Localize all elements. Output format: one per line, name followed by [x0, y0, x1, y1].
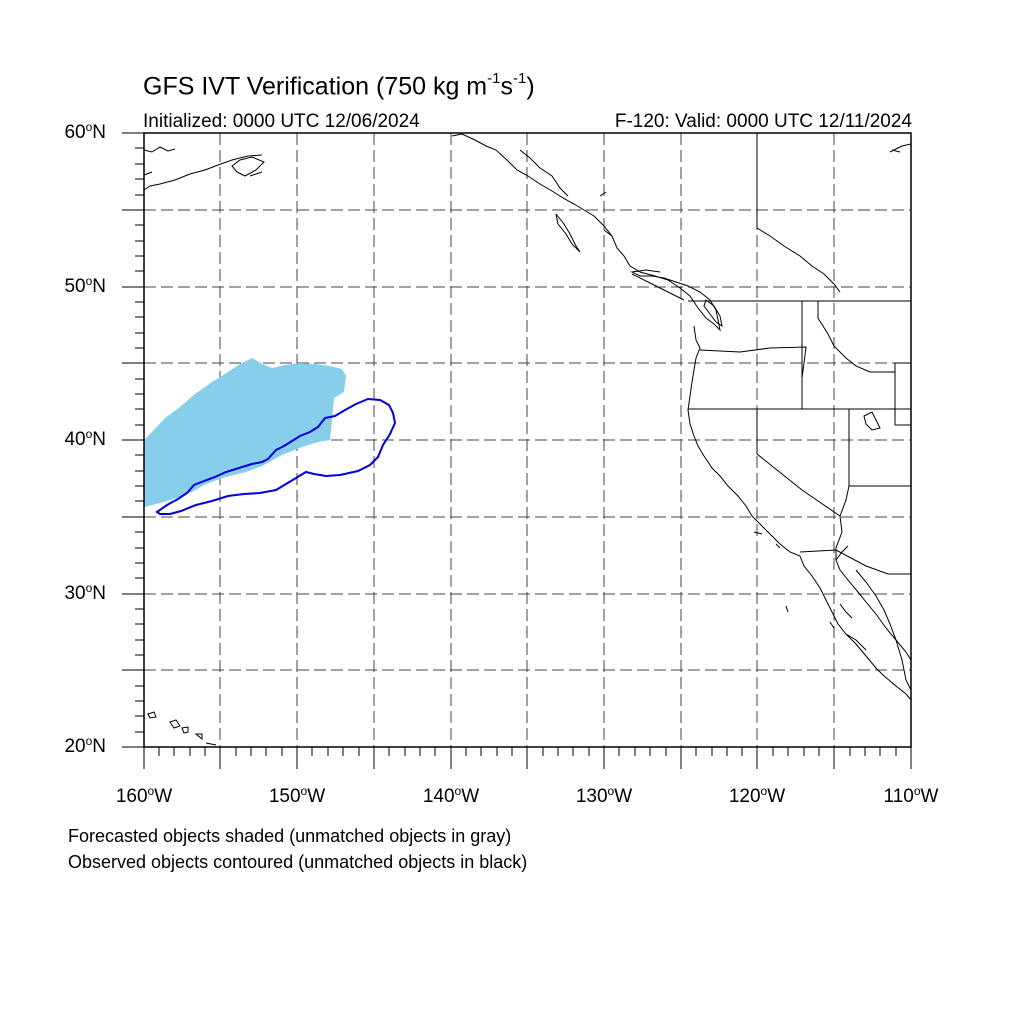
observed-object-contour: [155, 397, 397, 515]
legend-observed-note: Observed objects contoured (unmatched ob…: [68, 852, 528, 872]
lat-label-50: 50oN: [64, 274, 106, 297]
lon-label-150: 150oW: [268, 784, 326, 807]
political-borders: [688, 133, 911, 575]
valid-time-label: F-120: Valid: 0000 UTC 12/11/2024: [614, 111, 912, 132]
axis-ticks: [122, 132, 912, 769]
lon-label-160: 160oW: [115, 784, 173, 807]
chart-title: GFS IVT Verification (750 kg m-1s-1): [143, 70, 535, 101]
lon-label-120: 120oW: [728, 784, 786, 807]
lon-label-130: 130oW: [575, 784, 633, 807]
lat-label-40: 40oN: [64, 427, 106, 450]
legend-forecast-note: Forecasted objects shaded (unmatched obj…: [68, 826, 512, 846]
coastlines: [143, 133, 912, 746]
lat-label-60: 60oN: [64, 120, 106, 143]
lon-label-140: 140oW: [422, 784, 480, 807]
lat-label-30: 30oN: [64, 581, 106, 604]
forecast-object: [144, 358, 346, 507]
lon-label-110: 110oW: [883, 784, 939, 807]
lat-label-20: 20oN: [64, 734, 106, 757]
init-time-label: Initialized: 0000 UTC 12/06/2024: [143, 111, 420, 132]
